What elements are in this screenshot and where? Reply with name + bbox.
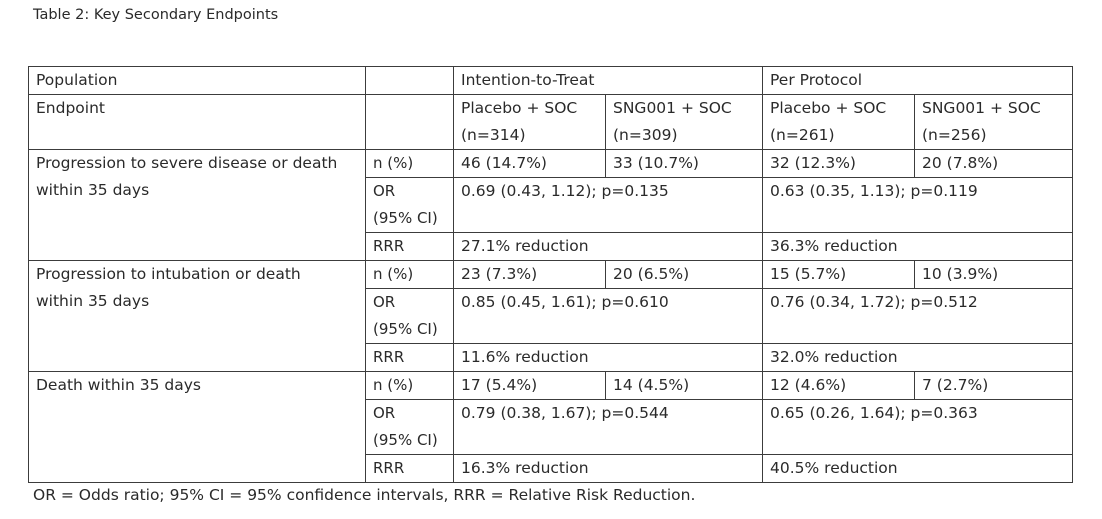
- rrr-label: RRR: [365, 454, 454, 483]
- pp-sng-header: SNG001 + SOC (n=256): [914, 94, 1073, 150]
- pp-or-value: 0.65 (0.26, 1.64); p=0.363: [762, 399, 1073, 455]
- endpoint-name: Progression to severe disease or death: [36, 154, 338, 172]
- pp-sng-value: 20 (7.8%): [914, 149, 1073, 178]
- pp-sng-value: 10 (3.9%): [914, 260, 1073, 289]
- endpoint-name-cont: within 35 days: [36, 181, 150, 199]
- table-footnote: OR = Odds ratio; 95% CI = 95% confidence…: [33, 486, 696, 504]
- itt-placebo-n: (n=314): [461, 126, 526, 144]
- endpoint-name-cont: within 35 days: [36, 292, 150, 310]
- itt-placebo-header: Placebo + SOC (n=314): [453, 94, 606, 150]
- pp-or-value: 0.63 (0.35, 1.13); p=0.119: [762, 177, 1073, 233]
- or-label-line1: OR: [373, 404, 396, 422]
- pp-rrr-value: 40.5% reduction: [762, 454, 1073, 483]
- itt-header: Intention-to-Treat: [453, 66, 763, 95]
- table-row: Death within 35 days n (%) 17 (5.4%) 14 …: [28, 371, 1073, 483]
- or-label-line1: OR: [373, 293, 396, 311]
- itt-sng-header: SNG001 + SOC (n=309): [605, 94, 763, 150]
- or-label-line2: (95% CI): [373, 431, 438, 449]
- itt-rrr-value: 16.3% reduction: [453, 454, 763, 483]
- or-label: OR (95% CI): [365, 399, 454, 455]
- endpoint-cell: Progression to severe disease or death wi…: [28, 149, 366, 261]
- table-row: Progression to severe disease or death wi…: [28, 149, 1073, 261]
- or-label-line2: (95% CI): [373, 209, 438, 227]
- table-row: RRR 16.3% reduction 40.5% reduction: [29, 454, 1073, 483]
- itt-sng-value: 14 (4.5%): [605, 371, 763, 400]
- itt-rrr-value: 27.1% reduction: [453, 232, 763, 261]
- itt-placebo-value: 46 (14.7%): [453, 149, 606, 178]
- stat-header-blank-2: [365, 94, 454, 150]
- itt-sng-arm: SNG001 + SOC: [613, 99, 732, 117]
- stat-header-blank: [365, 66, 454, 95]
- secondary-endpoints-table: Population Intention-to-Treat Per Protoc…: [28, 66, 1073, 483]
- itt-sng-value: 33 (10.7%): [605, 149, 763, 178]
- pp-sng-n: (n=256): [922, 126, 987, 144]
- table-row: OR (95% CI) 0.79 (0.38, 1.67); p=0.544 0.…: [29, 399, 1073, 455]
- endpoint-header: Endpoint: [28, 94, 366, 150]
- header-row-population: Population Intention-to-Treat Per Protoc…: [28, 66, 1073, 95]
- endpoint-cell: Death within 35 days: [28, 371, 366, 483]
- pp-placebo-value: 12 (4.6%): [762, 371, 915, 400]
- or-label: OR (95% CI): [365, 177, 454, 233]
- itt-placebo-arm: Placebo + SOC: [461, 99, 578, 117]
- table-row: RRR 27.1% reduction 36.3% reduction: [29, 232, 1073, 261]
- itt-or-value: 0.69 (0.43, 1.12); p=0.135: [453, 177, 763, 233]
- pp-rrr-value: 36.3% reduction: [762, 232, 1073, 261]
- or-label-line1: OR: [373, 182, 396, 200]
- pp-placebo-n: (n=261): [770, 126, 835, 144]
- itt-or-value: 0.85 (0.45, 1.61); p=0.610: [453, 288, 763, 344]
- pp-placebo-header: Placebo + SOC (n=261): [762, 94, 915, 150]
- rrr-label: RRR: [365, 232, 454, 261]
- pp-placebo-arm: Placebo + SOC: [770, 99, 887, 117]
- pp-sng-value: 7 (2.7%): [914, 371, 1073, 400]
- itt-sng-n: (n=309): [613, 126, 678, 144]
- or-label: OR (95% CI): [365, 288, 454, 344]
- population-header: Population: [28, 66, 366, 95]
- itt-placebo-value: 23 (7.3%): [453, 260, 606, 289]
- table-row: OR (95% CI) 0.85 (0.45, 1.61); p=0.610 0.…: [29, 288, 1073, 344]
- n-label: n (%): [365, 260, 454, 289]
- rrr-label: RRR: [365, 343, 454, 372]
- n-label: n (%): [365, 149, 454, 178]
- endpoint-name: Death within 35 days: [36, 376, 201, 394]
- pp-rrr-value: 32.0% reduction: [762, 343, 1073, 372]
- itt-sng-value: 20 (6.5%): [605, 260, 763, 289]
- endpoint-cell: Progression to intubation or death within…: [28, 260, 366, 372]
- pp-placebo-value: 15 (5.7%): [762, 260, 915, 289]
- itt-or-value: 0.79 (0.38, 1.67); p=0.544: [453, 399, 763, 455]
- header-row-endpoint: Endpoint Placebo + SOC (n=314) SNG001 + S…: [28, 94, 1073, 150]
- pp-or-value: 0.76 (0.34, 1.72); p=0.512: [762, 288, 1073, 344]
- pp-header: Per Protocol: [762, 66, 1073, 95]
- table-caption: Table 2: Key Secondary Endpoints: [33, 7, 279, 23]
- table-row: Progression to intubation or death within…: [28, 260, 1073, 372]
- pp-sng-arm: SNG001 + SOC: [922, 99, 1041, 117]
- n-label: n (%): [365, 371, 454, 400]
- itt-placebo-value: 17 (5.4%): [453, 371, 606, 400]
- or-label-line2: (95% CI): [373, 320, 438, 338]
- table-row: OR (95% CI) 0.69 (0.43, 1.12); p=0.135 0.…: [29, 177, 1073, 233]
- itt-rrr-value: 11.6% reduction: [453, 343, 763, 372]
- endpoint-name: Progression to intubation or death: [36, 265, 301, 283]
- pp-placebo-value: 32 (12.3%): [762, 149, 915, 178]
